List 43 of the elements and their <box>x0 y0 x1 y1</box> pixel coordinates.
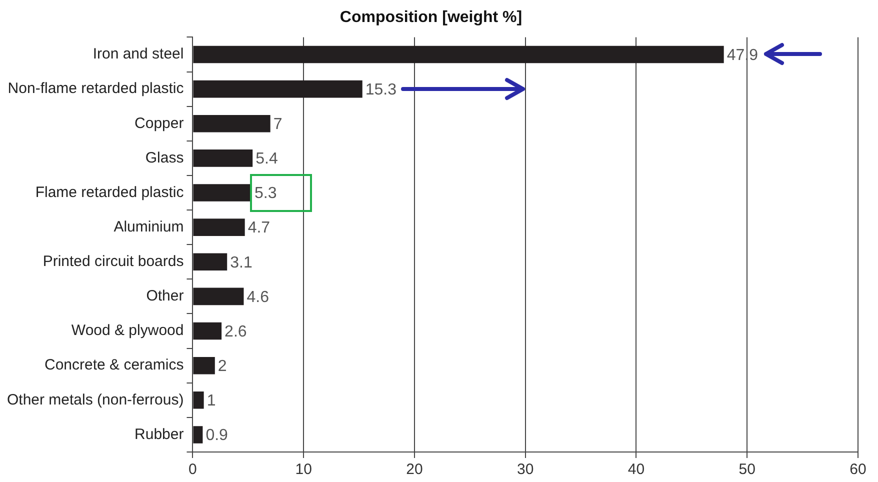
bar <box>193 253 228 271</box>
y-tick-label: Wood & plywood <box>71 322 184 340</box>
data-label: 1 <box>206 392 216 410</box>
y-tick-label: Copper <box>134 114 184 132</box>
data-label: 15.3 <box>365 81 397 98</box>
x-tick-label: 0 <box>188 461 197 478</box>
bar <box>193 80 362 98</box>
data-label: 4.7 <box>248 220 270 237</box>
x-tick-label: 60 <box>850 461 866 478</box>
x-tick-label: 20 <box>406 461 423 478</box>
bar <box>193 426 203 444</box>
y-tick-label: Aluminium <box>114 218 184 236</box>
x-tick-label: 30 <box>517 461 534 478</box>
bar <box>193 392 204 409</box>
bar <box>193 218 245 236</box>
data-label: 3.1 <box>230 254 252 272</box>
y-tick-label: Printed circuit boards <box>42 253 184 270</box>
bar <box>193 356 215 374</box>
data-label: 5.3 <box>254 185 277 202</box>
chart-title: Composition [weight %] <box>340 9 522 26</box>
x-tick-label: 50 <box>738 461 756 478</box>
x-tick-label: 40 <box>628 461 645 478</box>
data-label: 5.4 <box>256 150 278 168</box>
data-label: 0.9 <box>206 427 228 444</box>
data-label: 2.6 <box>224 323 247 340</box>
y-tick-label: Iron and steel <box>92 46 184 63</box>
y-tick-label: Other <box>146 288 184 305</box>
y-tick-label: Other metals (non-ferrous) <box>6 391 184 408</box>
bar <box>193 288 244 306</box>
data-label: 4.6 <box>246 288 270 306</box>
y-tick-label: Glass <box>145 149 184 166</box>
data-label: 7 <box>273 116 282 134</box>
bar <box>193 184 252 202</box>
bar <box>193 150 253 167</box>
bar <box>193 322 222 340</box>
bar <box>193 46 724 64</box>
bar <box>193 114 270 132</box>
y-tick-label: Rubber <box>134 426 184 443</box>
data-label: 2 <box>218 358 227 375</box>
y-tick-label: Flame retarded plastic <box>35 184 184 201</box>
y-tick-label: Non-flame retarded plastic <box>8 80 184 98</box>
y-tick-label: Concrete & ceramics <box>44 356 184 374</box>
x-tick-label: 10 <box>295 461 312 478</box>
